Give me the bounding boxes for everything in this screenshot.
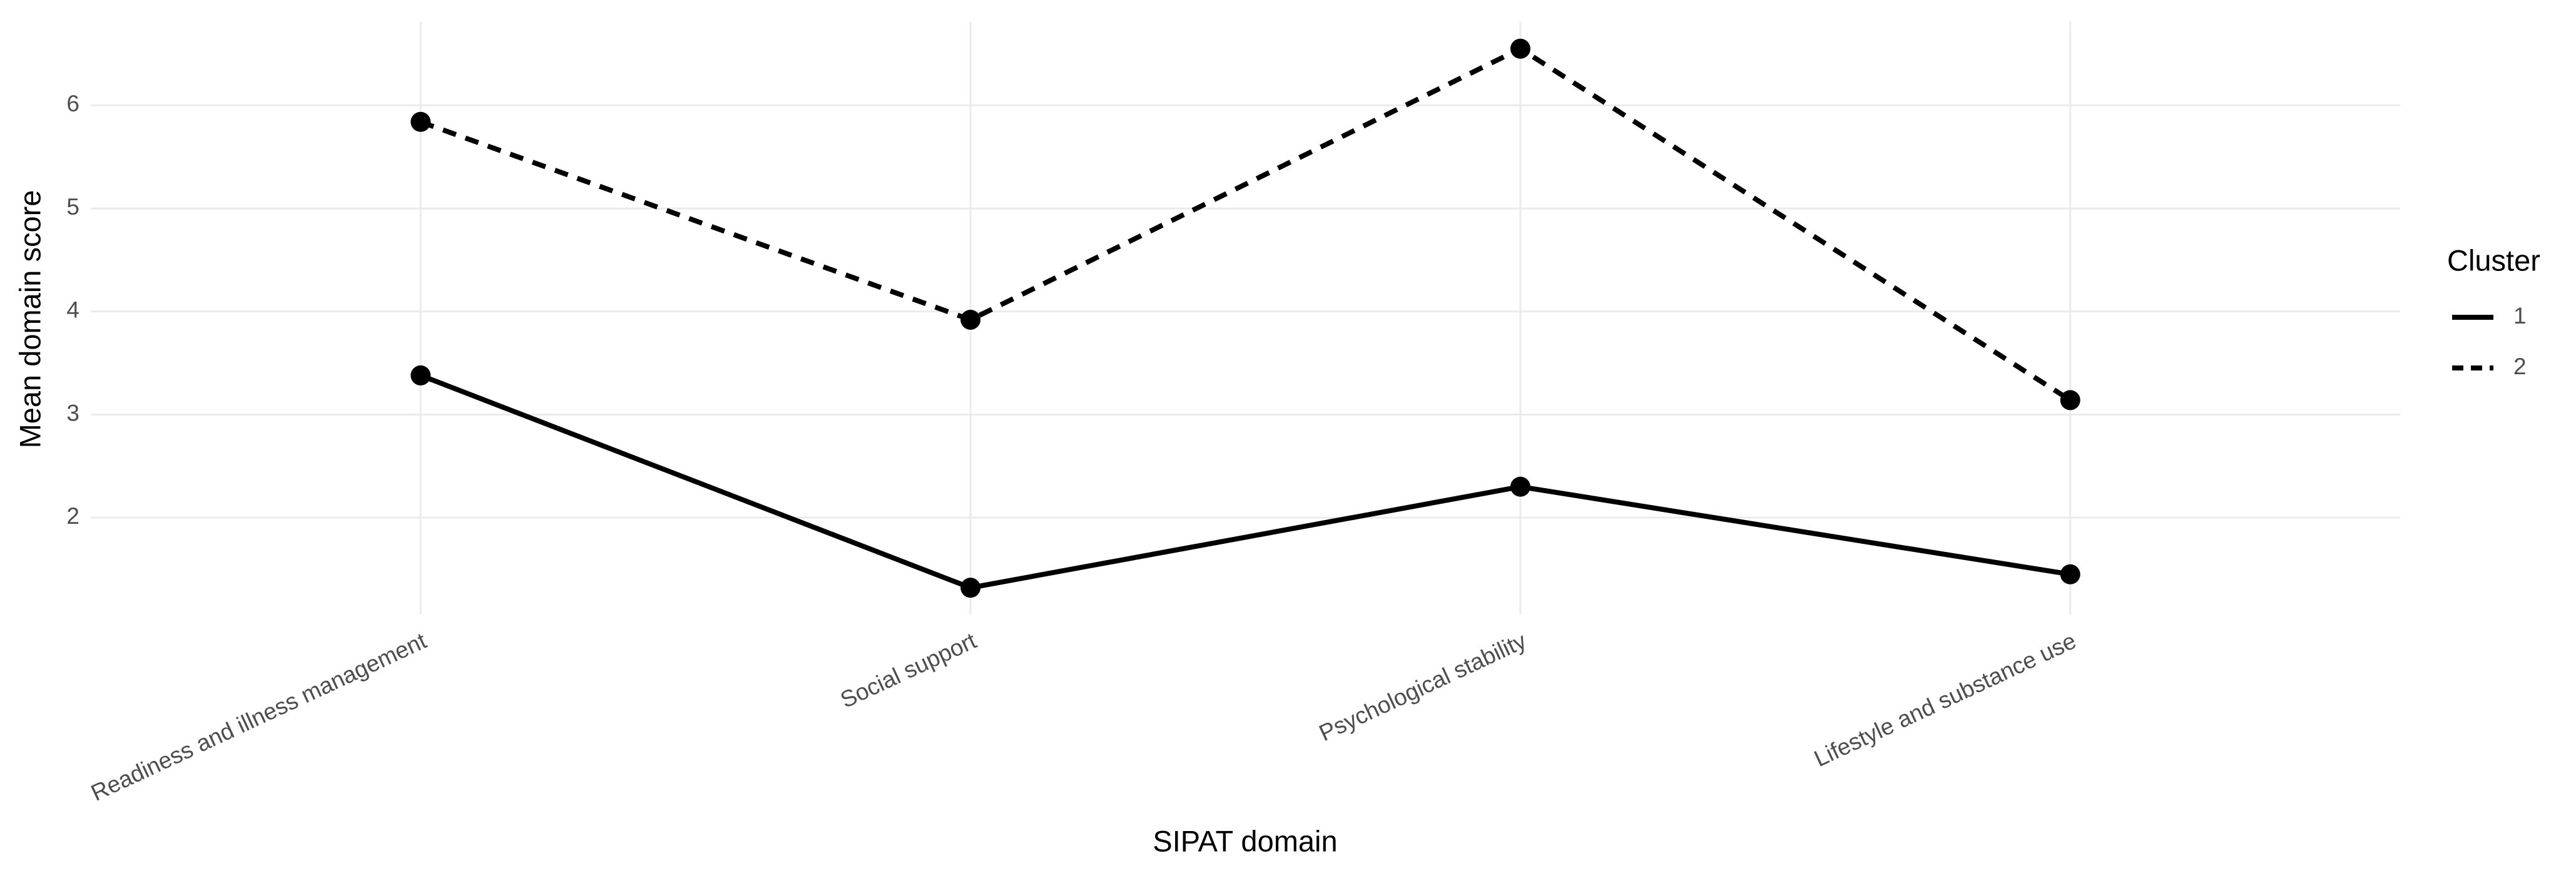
y-axis-title: Mean domain score (13, 190, 46, 449)
y-tick-label: 4 (66, 297, 79, 323)
y-tick-label: 6 (66, 91, 79, 116)
x-axis-title: SIPAT domain (1153, 824, 1337, 857)
data-point (410, 111, 431, 132)
y-tick-label: 2 (66, 503, 79, 529)
legend-label: 1 (2513, 303, 2527, 329)
series-line (419, 46, 2072, 402)
data-point (960, 578, 981, 598)
series-line (419, 373, 2071, 591)
legend-label: 2 (2513, 354, 2527, 379)
data-point (410, 365, 431, 385)
legend-title: Cluster (2447, 243, 2540, 277)
y-tick-label: 5 (66, 194, 79, 220)
data-point (2060, 564, 2080, 584)
data-point (960, 309, 981, 330)
data-point (2060, 390, 2080, 411)
data-point (1510, 38, 1530, 59)
data-point (1510, 476, 1530, 497)
y-tick-label: 3 (66, 400, 79, 426)
